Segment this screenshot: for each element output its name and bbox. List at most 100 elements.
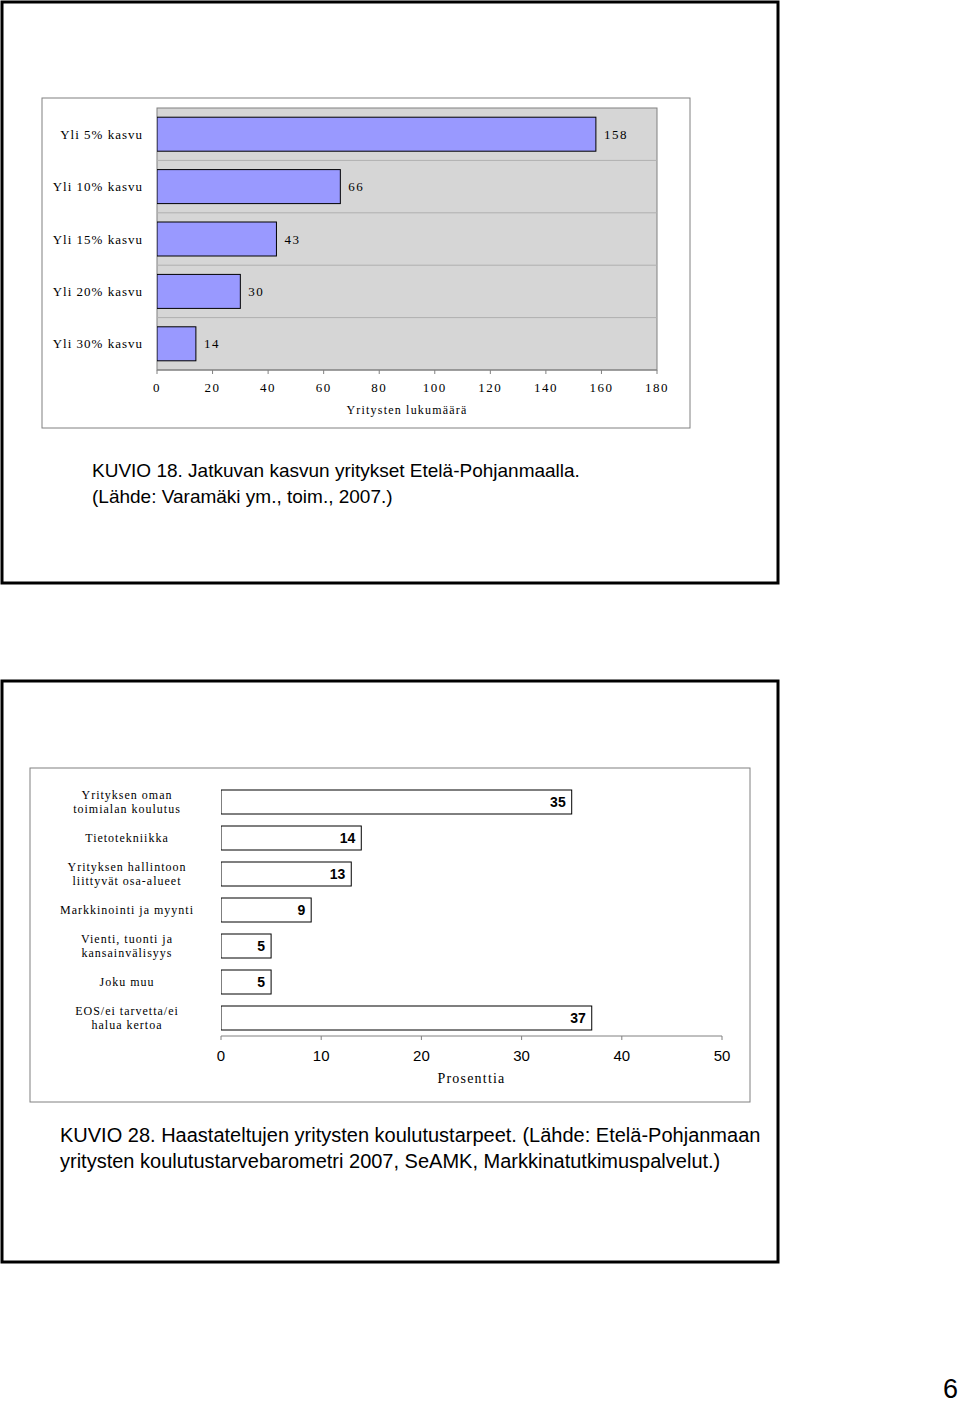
bar — [221, 826, 361, 850]
category-label-line: Yli 10% kasvu — [53, 179, 143, 194]
category-label-line: halua kertoa — [92, 1018, 163, 1032]
tick-label: 0 — [153, 380, 161, 395]
category-label: Tietotekniikka — [85, 831, 169, 845]
category-label-line: Yli 5% kasvu — [60, 127, 143, 142]
caption: KUVIO 28. Haastateltujen yritysten koulu… — [60, 1124, 760, 1146]
data-label: 30 — [248, 284, 264, 299]
category-label: EOS/ei tarvetta/eihalua kertoa — [75, 1004, 179, 1032]
category-label: Yli 10% kasvu — [53, 179, 143, 194]
data-label: 13 — [330, 866, 346, 882]
category-label-line: Tietotekniikka — [85, 831, 169, 845]
tick-label: 0 — [217, 1047, 225, 1064]
bar — [221, 862, 351, 886]
tick-mark — [521, 1036, 522, 1040]
tick-label: 160 — [589, 380, 613, 395]
bar — [157, 117, 596, 151]
data-label: 5 — [257, 974, 265, 990]
tick-mark — [490, 370, 491, 374]
bar — [221, 898, 311, 922]
category-label-line: Markkinointi ja myynti — [60, 903, 194, 917]
figure-frame — [2, 2, 778, 583]
page-number: 6 — [943, 1374, 958, 1401]
page: 020406080100120140160180Yritysten lukumä… — [0, 0, 960, 1401]
tick-label: 20 — [205, 380, 221, 395]
tick-label: 40 — [260, 380, 276, 395]
caption: (Lähde: Varamäki ym., toim., 2007.) — [92, 486, 393, 507]
tick-mark — [657, 370, 658, 374]
grid-line — [157, 265, 657, 266]
category-label: Yli 30% kasvu — [53, 336, 143, 351]
tick-label: 30 — [513, 1047, 530, 1064]
category-label: Joku muu — [99, 975, 154, 989]
bar — [157, 274, 240, 308]
tick-label: 50 — [714, 1047, 731, 1064]
figure-frame — [2, 681, 778, 1262]
bar — [221, 790, 572, 814]
bar — [221, 934, 271, 958]
figure: 0 10 20 30 40 50 Prosenttia Yrityksen omantoimi… — [2, 681, 778, 1262]
category-label-line: Yli 20% kasvu — [53, 284, 143, 299]
data-label: 158 — [604, 127, 628, 142]
chart-frame — [30, 768, 750, 1102]
tick-label: 40 — [613, 1047, 630, 1064]
figure: 0 20 40 60 80 100 120 140 160 180 Yritysten lukumä… — [2, 2, 778, 583]
caption: KUVIO 18. Jatkuvan kasvun yritykset Etel… — [92, 460, 580, 481]
tick-mark — [323, 370, 324, 374]
grid-line — [157, 160, 657, 161]
category-label-line: Yli 15% kasvu — [53, 232, 143, 247]
category-label: Vienti, tuonti jakansainvälisyys — [81, 932, 173, 960]
data-label: 9 — [297, 902, 305, 918]
tick-mark — [321, 1036, 322, 1040]
bar — [157, 222, 276, 256]
tick-mark — [221, 1036, 222, 1040]
category-label: Yrityksen hallintoonliittyvät osa-alueet — [68, 860, 187, 888]
bar — [221, 970, 271, 994]
category-label: Markkinointi ja myynti — [60, 903, 194, 917]
bar — [221, 1006, 592, 1030]
tick-mark — [621, 1036, 622, 1040]
tick-mark — [434, 370, 435, 374]
category-label: Yli 15% kasvu — [53, 232, 143, 247]
tick-label: 180 — [645, 380, 669, 395]
category-label-line: Vienti, tuonti ja — [81, 932, 173, 946]
tick-label: 140 — [534, 380, 558, 395]
category-label-line: Joku muu — [99, 975, 154, 989]
tick-label: 120 — [478, 380, 502, 395]
tick-label: 60 — [316, 380, 332, 395]
category-label-line: Yli 30% kasvu — [53, 336, 143, 351]
bar — [157, 327, 196, 361]
tick-mark — [212, 370, 213, 374]
bar — [157, 170, 340, 204]
tick-label: 20 — [413, 1047, 430, 1064]
plot-area — [157, 108, 657, 370]
data-label: 5 — [257, 938, 265, 954]
category-label-line: liittyvät osa-alueet — [73, 874, 182, 888]
category-label: Yli 5% kasvu — [60, 127, 143, 142]
bars — [157, 117, 596, 361]
tick-label: 80 — [371, 380, 387, 395]
grid-line — [157, 317, 657, 318]
category-label-line: EOS/ei tarvetta/ei — [75, 1004, 179, 1018]
tick-mark — [379, 370, 380, 374]
caption: yritysten koulutustarvebarometri 2007, S… — [60, 1150, 720, 1172]
tick-label: 10 — [313, 1047, 330, 1064]
axis-title: Prosenttia — [438, 1071, 506, 1086]
plot-area — [221, 784, 722, 1036]
tick-mark — [421, 1036, 422, 1040]
tick-mark — [601, 370, 602, 374]
x-axis-line — [157, 370, 657, 371]
data-label: 66 — [348, 179, 364, 194]
category-label: Yrityksen omantoimialan koulutus — [73, 788, 181, 816]
category-label-line: toimialan koulutus — [73, 802, 181, 816]
tick-mark — [722, 1036, 723, 1040]
data-label: 14 — [204, 336, 220, 351]
tick-mark — [157, 370, 158, 374]
bars — [221, 790, 592, 1030]
data-label: 37 — [570, 1010, 586, 1026]
tick-mark — [545, 370, 546, 374]
category-label-line: Yrityksen hallintoon — [68, 860, 187, 874]
data-label: 43 — [284, 232, 300, 247]
axis-title: Yritysten lukumäärä — [346, 403, 467, 417]
grid-line — [157, 212, 657, 213]
tick-label: 100 — [423, 380, 447, 395]
